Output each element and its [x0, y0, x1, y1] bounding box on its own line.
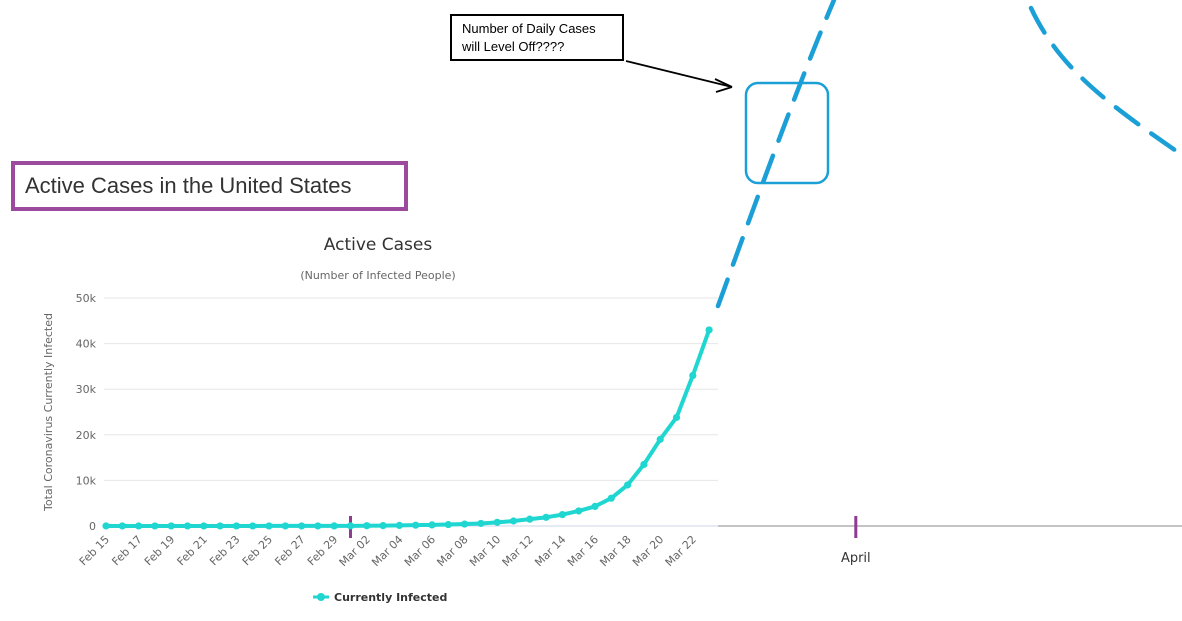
data-point[interactable] [183, 522, 192, 530]
x-tick-label: Mar 12 [500, 533, 536, 569]
page-heading: Active Cases in the United States [11, 161, 408, 211]
data-point[interactable] [689, 371, 697, 380]
projection-fall [1028, 5, 1182, 158]
x-tick-label: Feb 19 [142, 533, 177, 568]
projection-dashed-curve [715, 0, 1182, 309]
legend[interactable]: Currently Infected [313, 591, 447, 604]
data-point[interactable] [656, 435, 664, 443]
data-point[interactable] [395, 521, 403, 530]
x-tick-label: Feb 29 [305, 533, 340, 568]
callout-note: Number of Daily Cases will Level Off???? [450, 14, 624, 61]
data-point[interactable] [330, 522, 338, 530]
x-tick-label: Mar 02 [337, 533, 373, 569]
data-point[interactable] [232, 522, 240, 530]
data-point[interactable] [265, 522, 273, 530]
data-point[interactable] [477, 519, 485, 528]
highlight-box [744, 81, 830, 185]
page-heading-text: Active Cases in the United States [25, 173, 352, 198]
data-point[interactable] [118, 522, 126, 530]
x-tick-label: Feb 17 [109, 533, 144, 568]
data-point[interactable] [412, 521, 420, 529]
x-tick-label: Feb 27 [272, 533, 307, 568]
data-point[interactable] [363, 522, 371, 530]
y-tick-label: 10k [76, 474, 97, 487]
date-marker-label: April [841, 551, 871, 566]
data-point[interactable] [346, 522, 355, 530]
x-tick-label: Feb 21 [175, 533, 210, 568]
y-tick-label: 50k [76, 292, 97, 305]
x-tick-label: Feb 25 [240, 533, 275, 568]
data-point[interactable] [607, 494, 615, 502]
data-point[interactable] [281, 522, 289, 530]
data-point[interactable] [493, 518, 501, 526]
legend-label[interactable]: Currently Infected [334, 591, 447, 604]
chart-subtitle: (Number of Infected People) [300, 269, 455, 282]
gridlines [104, 297, 718, 527]
data-point[interactable] [575, 507, 583, 515]
data-point[interactable] [428, 521, 436, 529]
y-tick-label: 20k [76, 429, 97, 442]
data-point[interactable] [200, 522, 208, 530]
data-point[interactable] [298, 522, 306, 530]
data-point[interactable] [102, 522, 110, 530]
data-point[interactable] [216, 522, 224, 530]
data-point[interactable] [314, 522, 322, 530]
callout-line-2: will Level Off???? [462, 39, 565, 54]
y-tick-labels: 0 10k 20k 30k 40k 50k [76, 292, 97, 533]
legend-swatch-dot [317, 593, 325, 601]
y-tick-label: 30k [76, 383, 97, 396]
x-tick-label: Mar 10 [467, 533, 503, 569]
data-point[interactable] [705, 326, 713, 334]
callout-arrow [625, 60, 733, 93]
x-tick-label: Feb 15 [77, 533, 112, 568]
x-tick-label: Mar 06 [402, 533, 438, 569]
series-line [106, 329, 711, 528]
chart-title: Active Cases [324, 235, 433, 255]
data-point[interactable] [558, 510, 567, 519]
x-tick-label: Mar 18 [597, 533, 633, 569]
x-tick-label: Feb 23 [207, 533, 242, 568]
x-tick-label: Mar 16 [565, 533, 601, 569]
data-point[interactable] [249, 522, 257, 530]
data-point[interactable] [379, 521, 387, 530]
x-tick-label: Mar 14 [532, 533, 568, 569]
data-point[interactable] [542, 513, 550, 521]
series-currently-infected [102, 326, 713, 530]
y-axis-label: Total Coronavirus Currently Infected [42, 313, 55, 512]
y-tick-label: 0 [89, 520, 96, 533]
data-point[interactable] [167, 522, 175, 530]
data-point[interactable] [624, 481, 632, 489]
data-point[interactable] [461, 520, 469, 528]
data-point[interactable] [151, 522, 159, 530]
data-point[interactable] [526, 515, 534, 523]
data-point[interactable] [135, 522, 143, 530]
data-point[interactable] [672, 413, 681, 422]
x-tick-label: Mar 22 [663, 533, 699, 569]
x-tick-label: Mar 20 [630, 533, 666, 569]
x-tick-label: Mar 08 [434, 533, 470, 569]
data-point[interactable] [444, 520, 452, 529]
projection-rise [715, 0, 837, 309]
y-tick-label: 40k [76, 338, 97, 351]
date-markers: April [349, 516, 871, 566]
x-tick-label: Mar 04 [369, 533, 405, 569]
data-point[interactable] [509, 517, 518, 525]
data-point[interactable] [640, 460, 648, 469]
data-point[interactable] [591, 502, 599, 510]
callout-line-1: Number of Daily Cases [462, 21, 596, 36]
